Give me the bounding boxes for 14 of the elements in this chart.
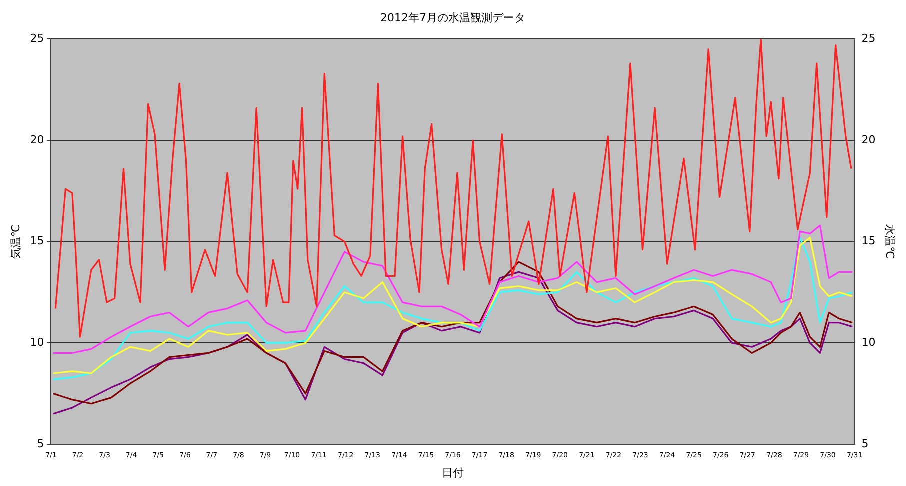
- y-tick-label: 5: [37, 437, 44, 450]
- y2-tick-label: 5: [862, 437, 869, 450]
- y-tick-label: 15: [30, 234, 44, 248]
- chart-title: 2012年7月の水温観測データ: [380, 11, 526, 24]
- y-tick-label: 25: [30, 32, 44, 46]
- y2-axis-title: 水温℃: [884, 224, 897, 259]
- y-axis-title: 気温℃: [9, 224, 22, 259]
- y2-tick-label: 15: [862, 234, 876, 248]
- y-tick-label: 10: [30, 336, 44, 349]
- y2-tick-label: 20: [862, 133, 876, 146]
- y2-tick-label: 25: [862, 32, 876, 46]
- y2-tick-label: 10: [862, 336, 876, 349]
- x-axis-title: 日付: [442, 466, 464, 480]
- y-tick-label: 20: [30, 133, 44, 146]
